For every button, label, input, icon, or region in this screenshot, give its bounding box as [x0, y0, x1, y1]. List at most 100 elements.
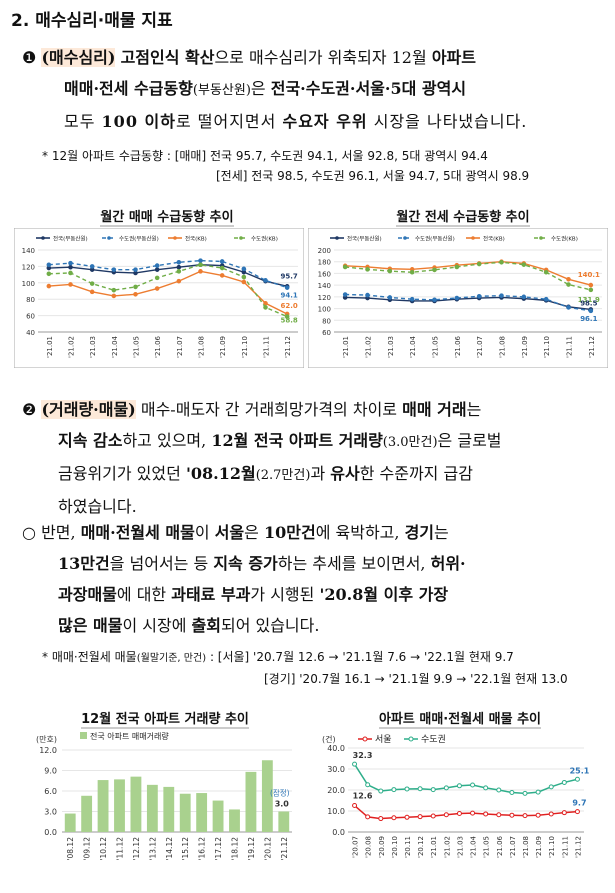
x-tick-label: '21.06 [454, 335, 462, 358]
y-tick-label: 200 [318, 247, 331, 255]
x-tick-label: '21.06 [154, 335, 162, 358]
legend-label: 서울 [375, 734, 392, 745]
y-tick-label: 80 [26, 296, 35, 304]
series-line [48, 264, 288, 288]
unit-label: (건) [322, 734, 336, 744]
x-tick-label: '21.06 [496, 835, 504, 858]
text: 되어 있습니다. [220, 616, 320, 635]
data-label: 95.7 [281, 272, 298, 280]
data-label: 25.1 [570, 766, 590, 775]
data-label: 3.0 [275, 800, 290, 809]
series-line [345, 293, 591, 312]
data-point [46, 271, 52, 277]
data-point [176, 269, 182, 274]
text: 에 육박하고, [315, 523, 400, 542]
bar [130, 776, 142, 832]
data-point [133, 267, 138, 272]
x-tick-label: '21.01 [342, 336, 350, 358]
text: 시장을 나타냈습니다. [373, 112, 528, 131]
chart-supply-demand-sales: 전국(부동산원) 수도권(부동산원) 전국(KB) 수도권(KB) 40 60 80 100 1… [14, 228, 304, 368]
y-tick-label: 100 [318, 306, 331, 314]
data-point [470, 810, 476, 816]
x-tick-label: '09.12 [83, 837, 92, 861]
data-point [365, 292, 370, 298]
bar [212, 800, 224, 832]
data-label: 94.1 [281, 292, 298, 300]
data-point [588, 287, 594, 293]
chart-title-2: 월간 전세 수급동향 추이 [396, 210, 530, 227]
legend-label: 전국(부동산원) [53, 235, 88, 243]
legend-marker [362, 736, 368, 742]
note-line: * 12월 아파트 수급동향 : [매매] 전국 95.7, 수도권 94.1,… [42, 149, 488, 163]
data-point [387, 268, 393, 274]
data-point [198, 258, 203, 263]
data-point [111, 287, 117, 293]
chart-transaction-volume: (만호) 전국 아파트 매매거래량 0.0 3.0 6.0 9.0 12.0 '08.12 '0… [36, 731, 292, 861]
data-point [454, 295, 460, 301]
text: 과 [310, 464, 326, 483]
data-point [535, 812, 541, 818]
data-point [470, 782, 476, 788]
data-point [111, 267, 117, 272]
text: 하는 추세를 보이면서, [277, 554, 426, 573]
data-point [456, 811, 462, 817]
y-tick-label: 80 [322, 317, 331, 325]
text: (3.0만건) [382, 435, 438, 450]
text: 과장매물 [58, 585, 117, 604]
data-point [198, 269, 203, 274]
y-tick-label: 120 [22, 263, 35, 271]
data-point [391, 787, 397, 793]
text: 하였습니다. [58, 497, 137, 516]
x-tick-label: '21.11 [263, 336, 271, 358]
legend-swatch [80, 732, 87, 739]
y-tick-label: 140 [318, 282, 331, 290]
data-point [284, 285, 290, 290]
x-tick-label: '16.12 [198, 837, 207, 861]
bullet-3: ○ [22, 523, 36, 542]
data-point [111, 293, 117, 299]
chart-supply-demand-jeonse: 전국(부동산원) 수도권(부동산원) 전국(KB) 수도권(KB) 60 80 100 120… [308, 228, 608, 368]
x-tick-label: '21.04 [470, 835, 478, 858]
bullet-1: ❶ [22, 48, 37, 67]
legend-marker [403, 236, 407, 240]
chart-frame [14, 228, 304, 368]
data-point [543, 269, 549, 275]
x-tick-label: '15.12 [181, 837, 190, 861]
text: : [서울] '20.7월 12.6 → '21.1월 7.6 → '22.1월… [209, 650, 514, 664]
text: 는 [466, 400, 482, 419]
data-point [89, 289, 95, 295]
series-line [345, 296, 591, 311]
data-point [284, 314, 290, 319]
y-tick-label: 30.0 [327, 765, 345, 774]
x-tick-label: '21.07 [509, 836, 517, 858]
y-tick-label: 40 [26, 329, 35, 337]
data-point [365, 267, 370, 272]
data-point [342, 292, 348, 297]
bar [229, 809, 240, 832]
bar [163, 786, 175, 832]
x-tick-label: '20.12 [417, 836, 425, 858]
tag-buying-sentiment: (매수심리) [41, 48, 116, 67]
data-point [496, 812, 502, 818]
data-point [483, 785, 489, 791]
data-point [476, 293, 482, 299]
data-note: (잠정) [270, 788, 290, 798]
x-tick-label: '21.04 [111, 335, 119, 358]
data-point [68, 270, 73, 276]
note-2: * 매매·전월세 매물(월말기준, 만건) : [서울] '20.7월 12.6… [42, 647, 607, 689]
data-point [548, 784, 554, 790]
y-tick-label: 9.0 [44, 767, 57, 776]
x-tick-label: '21.05 [483, 836, 491, 858]
tag-volume: (거래량·매물) [41, 400, 136, 419]
x-tick-label: '21.08 [499, 336, 507, 358]
x-tick-label: '21.08 [522, 836, 530, 858]
data-point [496, 787, 502, 793]
series-line [48, 270, 288, 315]
legend-marker [173, 236, 177, 240]
x-tick-label: '20.07 [352, 836, 360, 858]
data-point [219, 259, 225, 264]
bar [97, 780, 109, 832]
data-point [432, 297, 437, 303]
x-tick-label: '20.12 [263, 837, 272, 861]
data-point [387, 295, 393, 300]
